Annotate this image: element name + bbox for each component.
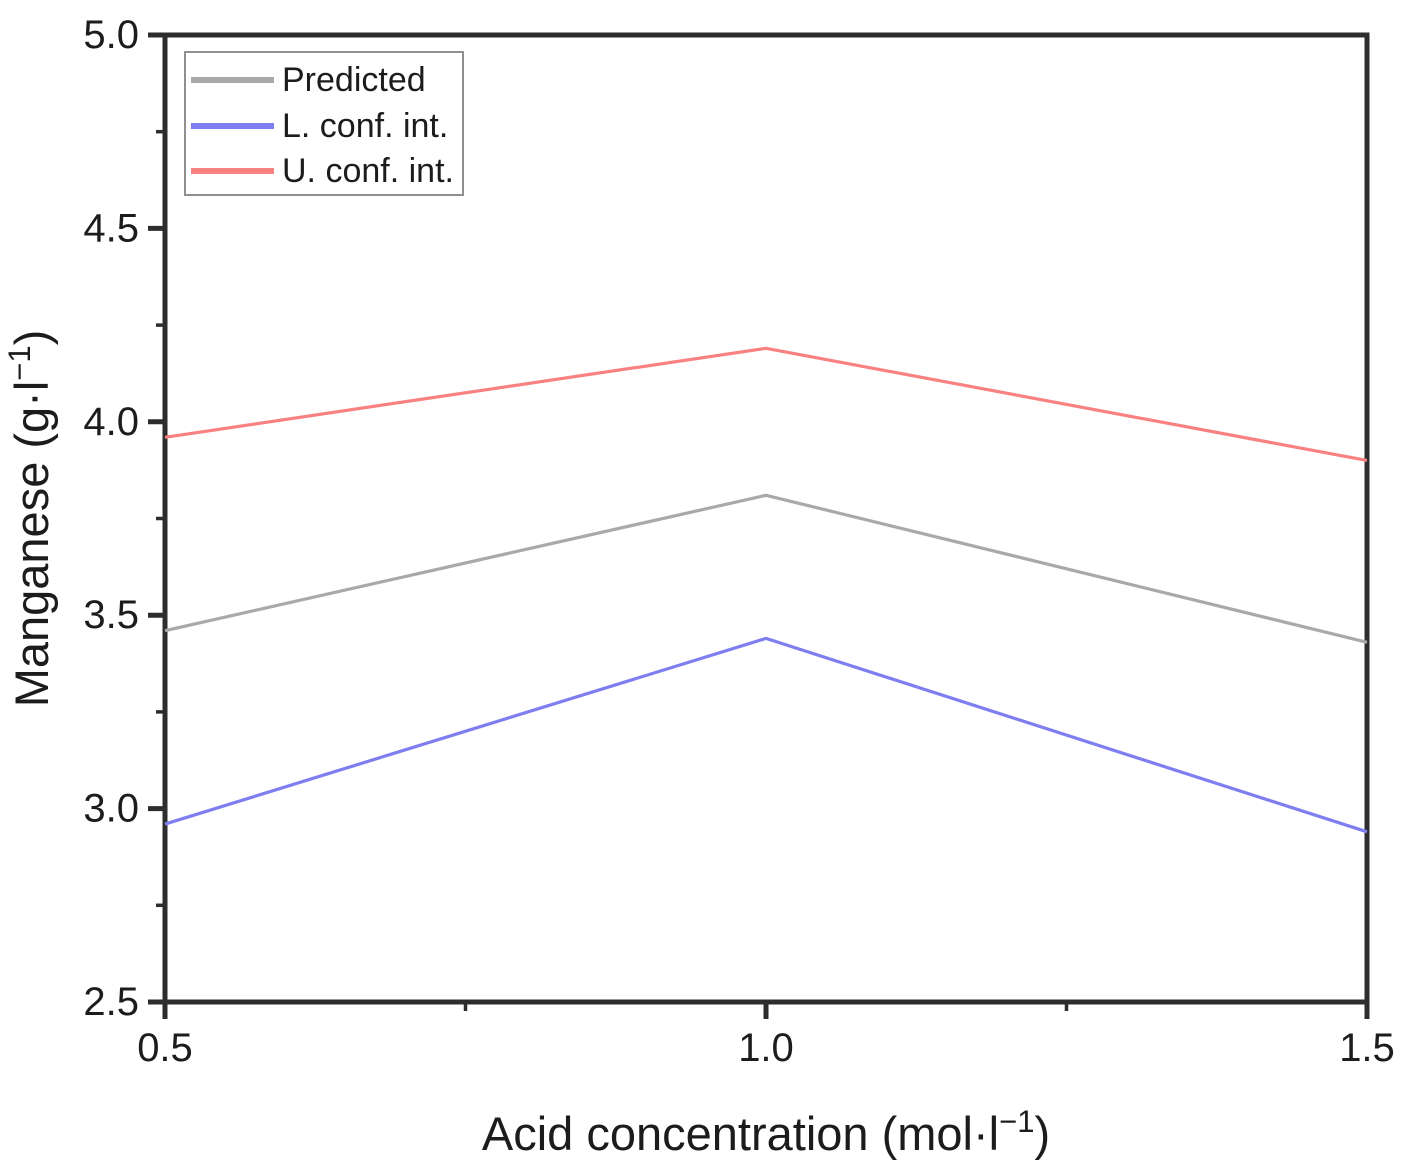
- x-axis-title: Acid concentration (mol·l−1): [482, 1104, 1050, 1160]
- y-axis-tick-label: 3.5: [83, 593, 139, 637]
- series-line-predicted: [164, 493, 1368, 644]
- series-line-u-conf-int: [164, 346, 1368, 463]
- x-axis-tick-label: 1.0: [738, 1026, 794, 1070]
- y-axis-tick-label: 3.0: [83, 787, 139, 831]
- legend-label-l-conf-int: L. conf. int.: [282, 107, 448, 145]
- legend-label-u-conf-int: U. conf. int.: [282, 152, 454, 190]
- legend-label-predicted: Predicted: [282, 61, 426, 99]
- legend: Predicted L. conf. int. U. conf. int.: [184, 51, 464, 196]
- legend-entry-l-conf-int: L. conf. int.: [191, 107, 448, 145]
- x-axis-tick-label: 1.5: [1339, 1026, 1395, 1070]
- legend-entry-u-conf-int: U. conf. int.: [191, 152, 454, 190]
- y-axis-tick-label: 4.5: [83, 206, 139, 250]
- series-line-l-conf-int: [164, 636, 1368, 834]
- y-axis-tick-label: 2.5: [83, 980, 139, 1024]
- x-axis-tick-label: 0.5: [137, 1026, 193, 1070]
- y-axis-title: Manganese (g·l−1): [2, 330, 58, 708]
- y-axis-tick-label: 4.0: [83, 400, 139, 444]
- legend-entry-predicted: Predicted: [191, 61, 426, 99]
- y-axis-tick-label: 5.0: [83, 13, 139, 57]
